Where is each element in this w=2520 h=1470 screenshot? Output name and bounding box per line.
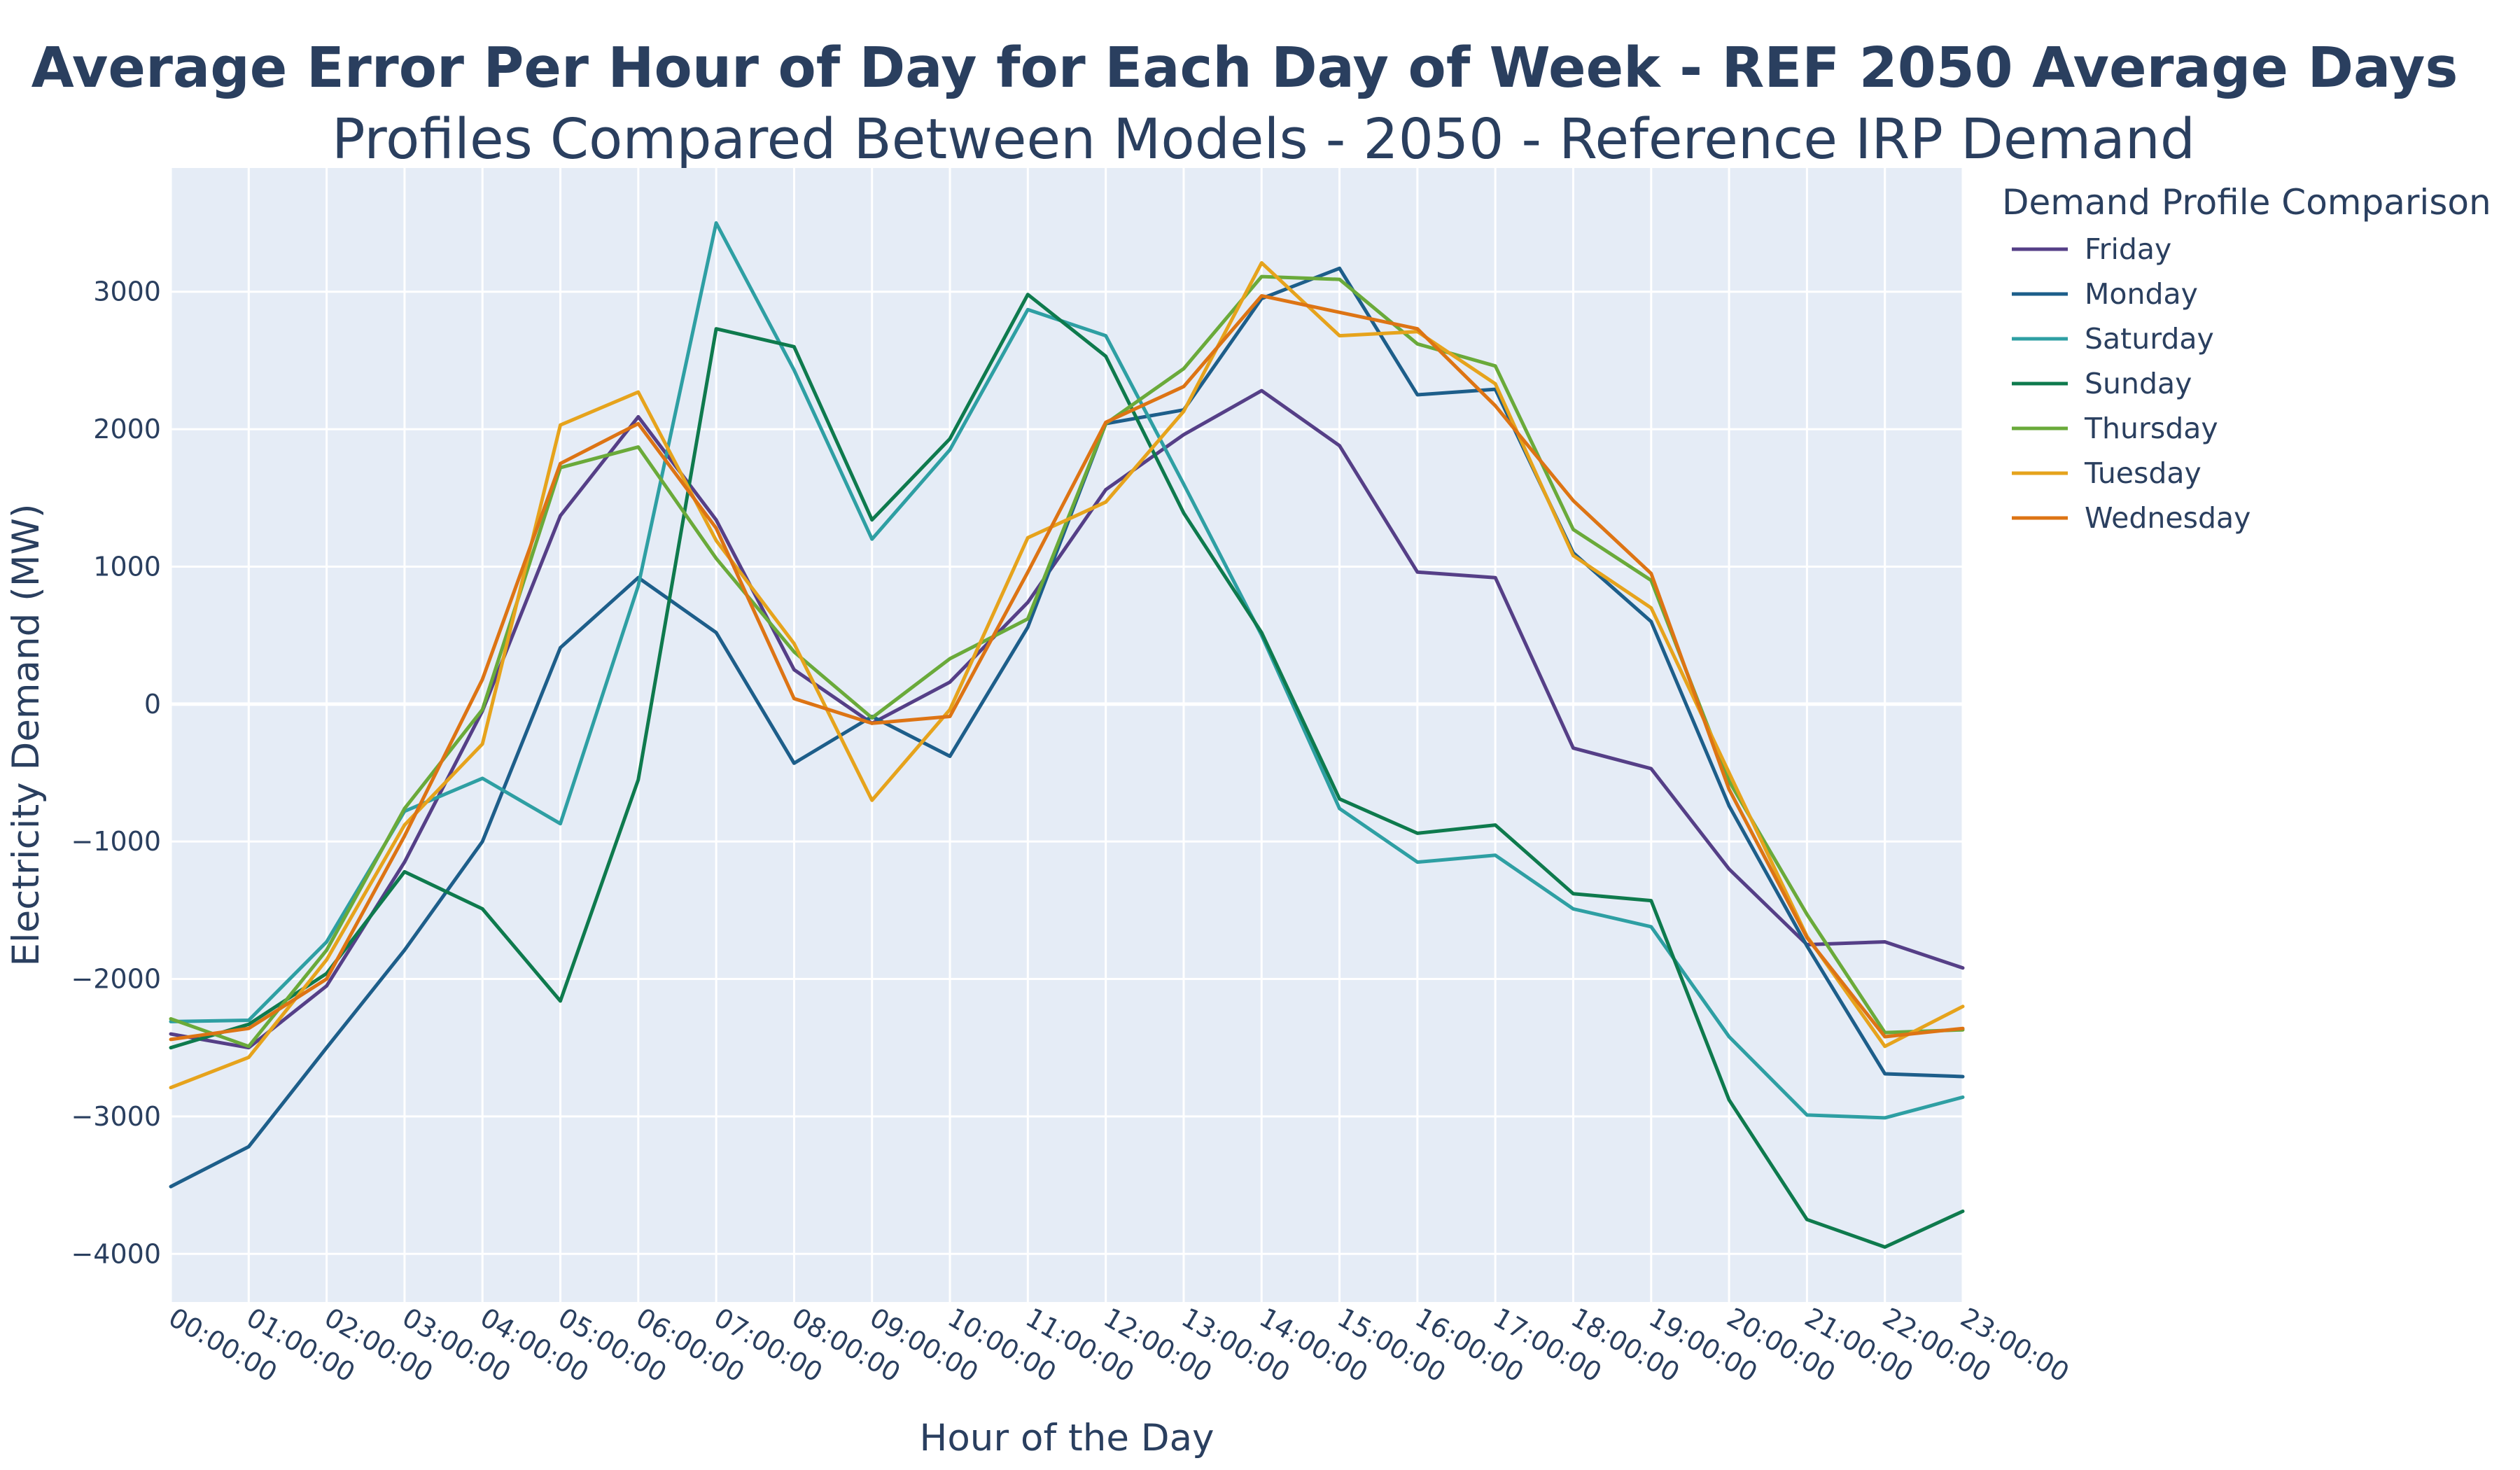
y-tick-label: −3000 — [71, 1101, 161, 1132]
legend-label-monday: Monday — [2085, 277, 2198, 311]
y-axis-title: Electricity Demand (MW) — [5, 503, 48, 966]
y-tick-label: −1000 — [71, 826, 161, 857]
series-line-tuesday — [169, 261, 1965, 1090]
chart-title: Average Error Per Hour of Day for Each D… — [31, 36, 2458, 100]
legend-label-wednesday: Wednesday — [2085, 501, 2250, 535]
plot-area — [171, 168, 1963, 1302]
series-line-sunday — [169, 293, 1965, 1249]
y-tick-label: 0 — [144, 689, 161, 720]
legend-label-friday: Friday — [2085, 232, 2171, 266]
y-tick-label: −4000 — [71, 1238, 161, 1269]
legend-title: Demand Profile Comparison — [2002, 182, 2491, 223]
series-lines — [169, 221, 1965, 1249]
y-tick-label: 1000 — [93, 551, 161, 582]
y-tick-label: 3000 — [93, 276, 161, 307]
series-line-friday — [169, 388, 1965, 1050]
series-line-wednesday — [169, 294, 1965, 1042]
gridlines — [169, 168, 1964, 1302]
y-tick-label: 2000 — [93, 414, 161, 444]
legend-label-tuesday: Tuesday — [2084, 456, 2202, 490]
x-axis-title: Hour of the Day — [920, 1417, 1214, 1460]
y-tick-label: −2000 — [71, 964, 161, 995]
legend: Demand Profile Comparison Friday Monday Sa… — [2002, 182, 2491, 535]
y-axis-ticks: −4000 −3000 −2000 −1000 0 1000 2000 3000 — [71, 276, 161, 1270]
legend-label-thursday: Thursday — [2084, 412, 2218, 445]
chart-subtitle: Profiles Compared Between Models - 2050 … — [332, 107, 2195, 172]
series-line-saturday — [169, 221, 1965, 1120]
legend-label-saturday: Saturday — [2085, 322, 2214, 356]
x-axis-ticks: 00:00:0001:00:0002:00:0003:00:0004:00:00… — [164, 1302, 2075, 1388]
legend-label-sunday: Sunday — [2085, 367, 2192, 400]
